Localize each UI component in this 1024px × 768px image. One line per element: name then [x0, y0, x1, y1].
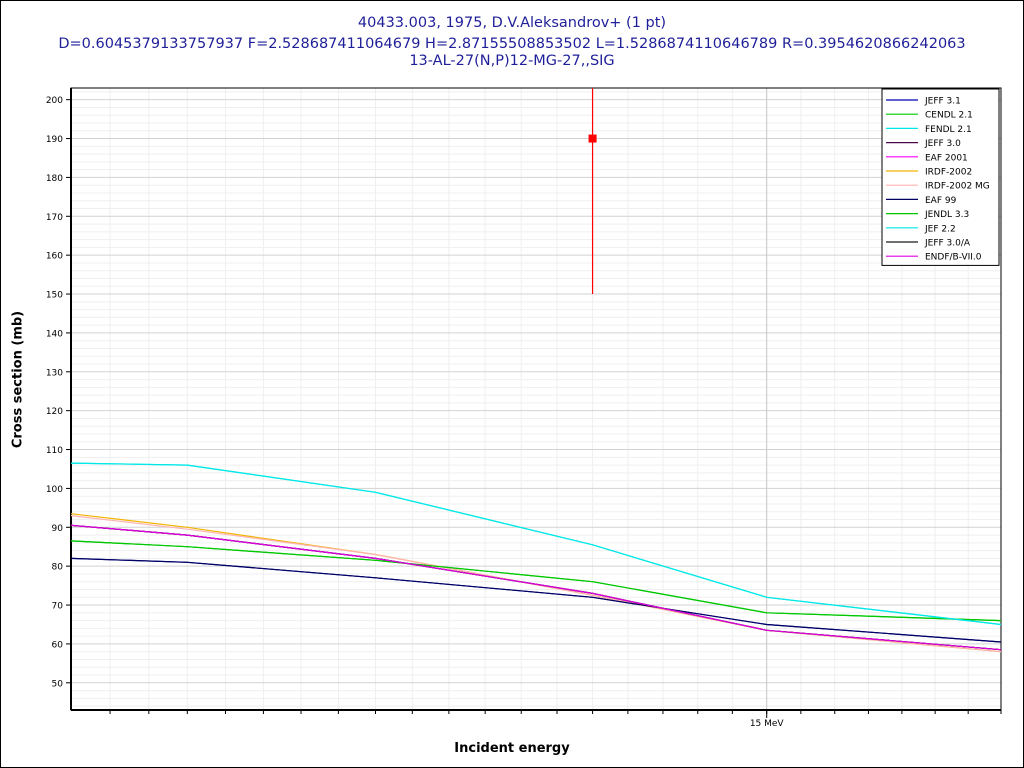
legend-label-4: EAF 2001: [925, 153, 968, 163]
y-tick-label: 150: [46, 291, 63, 301]
legend-box: [881, 88, 1000, 266]
chart-title-line-3: 13-AL-27(N,P)12-MG-27,,SIG: [409, 53, 615, 69]
y-tick-label: 80: [52, 563, 64, 573]
y-tick-label: 70: [52, 602, 64, 612]
legend-label-0: JEFF 3.1: [924, 97, 961, 107]
y-tick-label: 110: [46, 446, 63, 456]
y-tick-label: 120: [46, 407, 63, 417]
chart-title-line-2: D=0.6045379133757937 F=2.528687411064679…: [58, 36, 966, 52]
y-tick-label: 190: [46, 135, 63, 145]
legend-label-9: JEF 2.2: [924, 224, 956, 234]
experimental-data-point: [588, 134, 597, 143]
y-tick-label: 140: [46, 329, 63, 339]
legend-label-2: FENDL 2.1: [925, 125, 972, 135]
series-line-7: [70, 557, 1002, 643]
y-tick-label: 100: [46, 485, 63, 495]
legend-label-8: JENDL 3.3: [924, 210, 969, 220]
series-line-9: [70, 462, 1002, 626]
plot-area-border: [70, 87, 1002, 711]
y-tick-label: 130: [46, 368, 63, 378]
y-tick-label: 200: [46, 96, 63, 106]
x-axis-label: Incident energy: [454, 741, 570, 756]
legend-label-1: CENDL 2.1: [925, 111, 973, 121]
y-tick-label: 50: [52, 679, 64, 689]
series-line-8: [70, 540, 1002, 622]
legend-label-7: EAF 99: [925, 196, 957, 206]
y-tick-label: 180: [46, 174, 63, 184]
y-tick-label: 60: [52, 640, 64, 650]
legend-label-6: IRDF-2002 MG: [925, 182, 990, 192]
legend-label-3: JEFF 3.0: [924, 139, 961, 149]
x-tick-label: 15 MeV: [750, 719, 785, 729]
chart-title-line-1: 40433.003, 1975, D.V.Aleksandrov+ (1 pt): [357, 15, 667, 31]
series-line-0: [70, 557, 1002, 643]
series-line-11: [70, 524, 1002, 651]
legend-label-10: JEFF 3.0/A: [924, 239, 971, 249]
y-tick-label: 90: [52, 524, 64, 534]
series-line-2: [70, 462, 1002, 626]
legend-label-11: ENDF/B-VII.0: [925, 253, 982, 263]
legend-label-5: IRDF-2002: [925, 168, 972, 178]
y-tick-label: 160: [46, 252, 63, 262]
y-tick-label: 170: [46, 213, 63, 223]
